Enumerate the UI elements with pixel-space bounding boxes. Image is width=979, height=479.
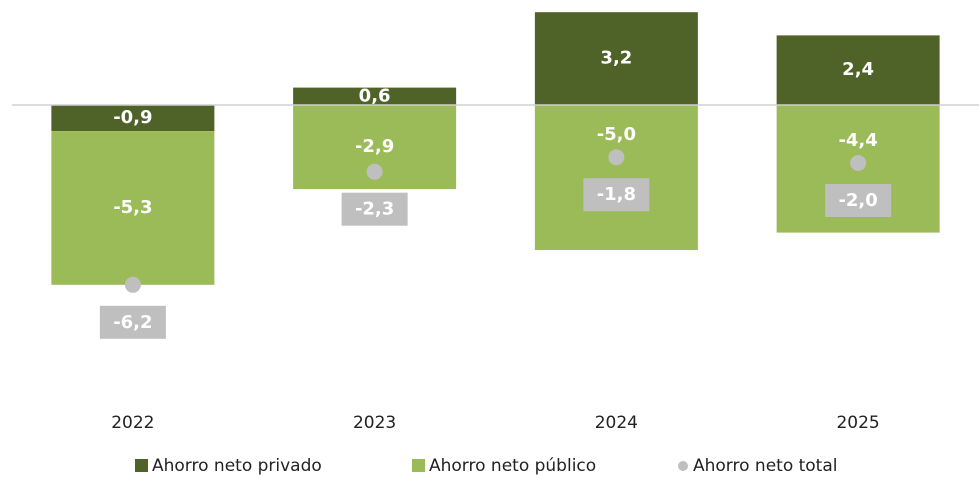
legend-label: Ahorro neto total <box>693 456 838 476</box>
data-label: -6,2 <box>113 312 152 333</box>
bar <box>51 131 215 285</box>
bar <box>776 35 940 105</box>
label-box <box>825 184 892 217</box>
data-label: -0,9 <box>113 107 152 128</box>
label-box <box>583 178 650 212</box>
legend-label: Ahorro neto público <box>429 456 596 476</box>
bar <box>534 105 698 250</box>
total-dot <box>850 155 867 171</box>
total-dot <box>608 149 625 166</box>
x-tick-label: 2024 <box>595 413 638 433</box>
bar <box>293 87 457 105</box>
label-box <box>341 192 408 226</box>
total-dot <box>366 163 383 180</box>
legend-swatch <box>678 461 688 471</box>
bar <box>534 12 698 106</box>
x-tick-label: 2022 <box>111 413 154 433</box>
bar <box>51 105 215 132</box>
data-label: -2,0 <box>838 190 877 211</box>
legend-label: Ahorro neto privado <box>152 456 322 476</box>
label-box <box>99 305 166 339</box>
total-dot <box>124 276 141 293</box>
data-label: 0,6 <box>359 85 391 106</box>
data-label: -5,3 <box>113 197 152 218</box>
data-label: 3,2 <box>600 48 632 69</box>
legend-swatch <box>135 459 148 472</box>
data-label: -2,3 <box>355 199 394 220</box>
x-tick-label: 2023 <box>353 413 396 433</box>
data-label: 2,4 <box>842 59 874 80</box>
legend-swatch <box>412 459 425 472</box>
x-tick-label: 2025 <box>836 413 879 433</box>
data-label: -5,0 <box>597 124 636 145</box>
data-label: -4,4 <box>838 130 877 151</box>
data-label: -2,9 <box>355 136 394 157</box>
data-label: -1,8 <box>597 184 636 205</box>
